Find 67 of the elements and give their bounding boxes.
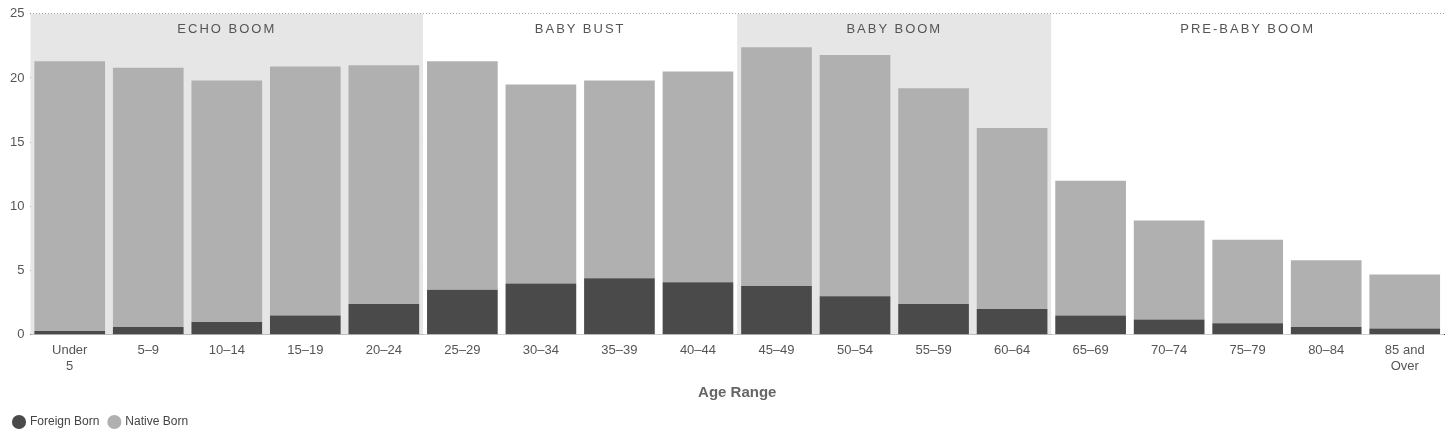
bar [741,286,812,335]
bar [505,283,577,335]
x-tick-label: 80–84 [1308,342,1345,358]
bar [1212,239,1284,324]
x-tick-label: 55–59 [915,342,952,358]
y-tick-label: 5 [17,262,25,278]
bar [819,54,891,297]
band-label: BABY BOOM [846,21,943,37]
x-tick-label: 25–29 [444,342,481,358]
x-tick-label: 40–44 [679,342,717,358]
bar [34,330,106,335]
bar [584,278,655,335]
bar [34,61,106,331]
x-tick-label: 45–49 [758,342,795,358]
bar [819,296,891,335]
bar [1055,315,1126,335]
bar [427,61,498,290]
bar [1212,323,1284,335]
x-tick-label: 10–14 [208,342,245,358]
bar [191,321,263,335]
y-tick-label: 10 [9,197,25,213]
band-label: BABY BUST [534,21,626,37]
bar [269,315,341,335]
bar [976,309,1048,335]
bar [348,303,420,335]
bar [427,289,498,335]
bar [976,128,1048,310]
bar [1133,220,1205,320]
y-tick-label: 20 [9,69,25,85]
y-tick-label: 0 [17,326,25,342]
bar [1369,274,1441,329]
band-label: PRE-BABY BOOM [1180,21,1316,37]
legend-label: Native Born [125,414,189,429]
bar [1290,327,1362,335]
bar [1290,260,1362,328]
x-tick-label: 15–19 [287,342,324,358]
bar [662,71,734,283]
bar [898,88,969,304]
x-tick-label: Under 5 [52,342,89,373]
legend-label: Foreign Born [30,414,100,429]
x-tick-label: 65–69 [1072,342,1109,358]
bar [1133,319,1205,335]
bar [191,80,263,322]
band-label: ECHO BOOM [177,21,277,37]
x-tick-label: 5–9 [137,342,160,358]
y-tick-label: 25 [9,5,25,21]
bar [112,327,184,335]
y-tick-label: 15 [9,133,25,149]
bar [584,80,655,279]
bar [1369,328,1441,335]
x-tick-label: 35–39 [601,342,638,358]
bar [741,47,812,287]
x-tick-label: 60–64 [994,342,1031,358]
x-tick-label: 85 and Over [1384,342,1425,373]
x-tick-label: 50–54 [836,342,874,358]
x-tick-label: 30–34 [522,342,559,358]
bar [662,282,734,335]
bar [348,65,420,304]
x-tick-label: 20–24 [365,342,402,358]
x-axis-title: Age Range [698,383,777,401]
bar [112,67,184,328]
bar [898,303,969,335]
x-tick-label: 75–79 [1229,342,1266,358]
bar [1055,180,1126,316]
x-tick-label: 70–74 [1151,342,1188,358]
bar [269,66,341,316]
bar [505,84,577,284]
